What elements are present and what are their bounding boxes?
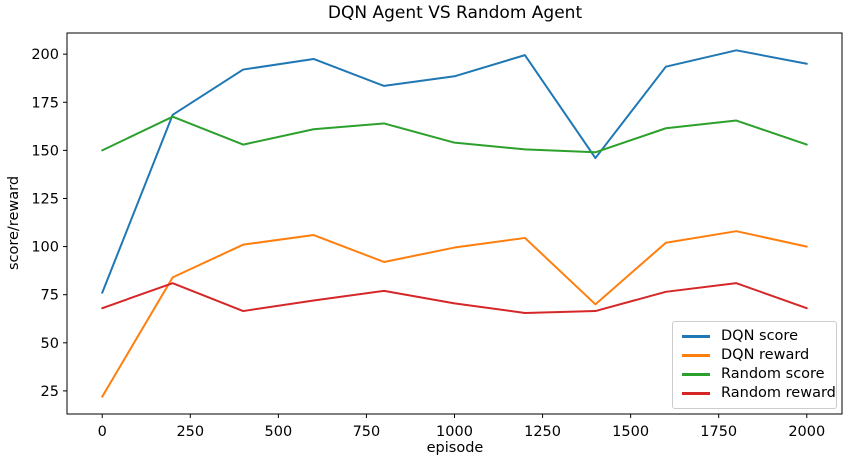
legend-line-icon <box>682 392 710 395</box>
y-tick-label: 25 <box>41 384 59 400</box>
legend-line-icon <box>682 354 710 357</box>
legend-item-random-score: Random score <box>682 367 828 382</box>
x-tick-label: 1250 <box>524 424 561 440</box>
x-tick-label: 250 <box>176 424 204 440</box>
legend-item-dqn-reward: DQN reward <box>682 348 828 363</box>
x-tick-label: 500 <box>265 424 293 440</box>
series-line-random-reward <box>101 282 808 314</box>
x-tick-label: 1000 <box>436 424 473 440</box>
y-tick-label: 125 <box>31 191 59 207</box>
x-tick-label: 750 <box>353 424 381 440</box>
y-tick-label: 75 <box>41 288 59 304</box>
series-line-dqn-score <box>101 49 808 294</box>
y-tick-label: 50 <box>41 336 59 352</box>
chart-title: DQN Agent VS Random Agent <box>327 3 583 23</box>
legend-line-icon <box>682 335 710 338</box>
y-axis-label: score/reward <box>6 175 22 271</box>
x-tick-label: 1500 <box>612 424 649 440</box>
legend-item-random-reward: Random reward <box>682 386 836 401</box>
x-axis-label: episode <box>426 440 484 456</box>
y-tick-label: 175 <box>31 95 59 111</box>
legend-label: Random reward <box>721 385 836 402</box>
y-tick-label: 150 <box>31 143 59 159</box>
legend-item-dqn-score: DQN score <box>682 329 828 344</box>
legend-label: Random score <box>721 366 825 383</box>
series-line-dqn-reward <box>101 230 808 398</box>
y-tick-label: 200 <box>31 47 59 63</box>
legend-label: DQN score <box>721 328 798 344</box>
legend-line-icon <box>682 373 710 376</box>
y-tick-label: 100 <box>31 240 59 256</box>
x-tick-label: 1750 <box>700 424 737 440</box>
legend-label: DQN reward <box>721 347 810 364</box>
x-tick-label: 0 <box>98 424 107 440</box>
x-tick-label: 2000 <box>788 424 825 440</box>
series-line-random-score <box>101 115 808 154</box>
legend: DQN score DQN reward Random score Random re… <box>672 321 837 409</box>
